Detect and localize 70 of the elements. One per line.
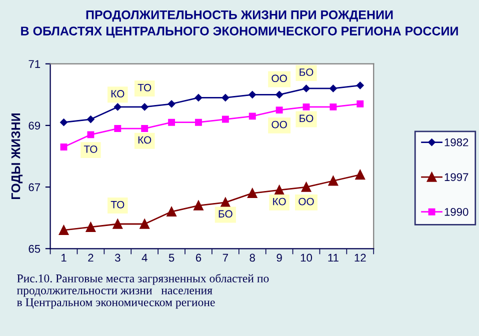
point bbox=[248, 112, 256, 120]
point bbox=[301, 182, 312, 192]
point bbox=[330, 84, 337, 92]
y-tick-label: 65 bbox=[28, 244, 40, 253]
x-tick-label: 5 bbox=[168, 254, 174, 262]
point bbox=[141, 125, 148, 132]
legend-label: 1990 bbox=[444, 208, 468, 216]
point bbox=[355, 170, 366, 180]
point bbox=[274, 185, 284, 195]
y-axis-title: ГОДЫ ЖИЗНИ bbox=[11, 113, 23, 200]
x-tick-label: 1 bbox=[62, 254, 66, 262]
point bbox=[222, 94, 230, 102]
point bbox=[330, 103, 337, 110]
point bbox=[222, 116, 229, 123]
annotation: КО bbox=[273, 198, 286, 206]
point bbox=[302, 103, 310, 110]
point bbox=[60, 144, 68, 150]
annotation: КО bbox=[111, 90, 124, 98]
point bbox=[140, 219, 150, 229]
point bbox=[86, 222, 96, 232]
x-tick-label: 7 bbox=[222, 254, 228, 262]
annotation: БО bbox=[300, 68, 314, 76]
point bbox=[166, 206, 176, 217]
point bbox=[356, 82, 364, 90]
y-tick-label: 69 bbox=[28, 122, 40, 130]
point bbox=[168, 100, 176, 108]
annotation: ТО bbox=[84, 146, 98, 153]
annotation: ОО bbox=[272, 120, 287, 128]
point bbox=[114, 125, 122, 132]
point bbox=[87, 131, 94, 138]
x-tick-label: 3 bbox=[114, 254, 120, 262]
y-tick-label: 67 bbox=[28, 183, 40, 192]
x-tick-label: 12 bbox=[354, 254, 366, 262]
x-tick-label: 9 bbox=[276, 254, 282, 262]
point bbox=[220, 198, 230, 208]
annotation: КО bbox=[138, 136, 152, 144]
annotation: БО bbox=[218, 210, 232, 218]
point bbox=[194, 200, 204, 210]
point bbox=[276, 91, 283, 98]
point bbox=[248, 91, 256, 98]
annotation: БО bbox=[300, 114, 314, 122]
y-tick-label: 71 bbox=[28, 60, 40, 68]
point bbox=[58, 225, 69, 236]
legend-label: 1997 bbox=[444, 173, 468, 182]
point bbox=[248, 188, 258, 198]
point bbox=[328, 176, 338, 186]
point bbox=[276, 106, 283, 114]
point bbox=[356, 100, 364, 108]
text: Рис.10. Ранговые места загрязненных областей по продолжительности жизни населения в Центральном экономическом регионе bbox=[16, 274, 269, 309]
annotation: ТО bbox=[110, 200, 124, 208]
point bbox=[87, 116, 94, 123]
point bbox=[302, 84, 310, 92]
legend-label: 1982 bbox=[444, 138, 468, 146]
annotation: ОО bbox=[298, 198, 314, 206]
point bbox=[114, 103, 122, 111]
annotation: ТО bbox=[138, 84, 152, 92]
point bbox=[112, 219, 123, 229]
x-tick-label: 6 bbox=[196, 254, 202, 262]
point bbox=[168, 118, 176, 126]
point bbox=[194, 94, 202, 102]
chart-title: ПРОДОЛЖИТЕЛЬНОСТЬ ЖИЗНИ ПРИ РОЖДЕНИИ В ОБЛАСТЯХ ЦЕНТРАЛЬНОГО ЭКОНОМИЧЕСКОГО РЕГИОНА РОССИИ bbox=[21, 10, 458, 38]
x-tick-label: 2 bbox=[88, 254, 94, 262]
x-tick-label: 4 bbox=[142, 254, 148, 262]
x-tick-label: 11 bbox=[328, 254, 338, 262]
point bbox=[60, 118, 68, 126]
annotation: ОО bbox=[272, 74, 287, 82]
point bbox=[195, 118, 202, 126]
point bbox=[140, 103, 148, 111]
x-tick-label: 10 bbox=[300, 254, 312, 262]
x-tick-label: 8 bbox=[250, 254, 255, 262]
